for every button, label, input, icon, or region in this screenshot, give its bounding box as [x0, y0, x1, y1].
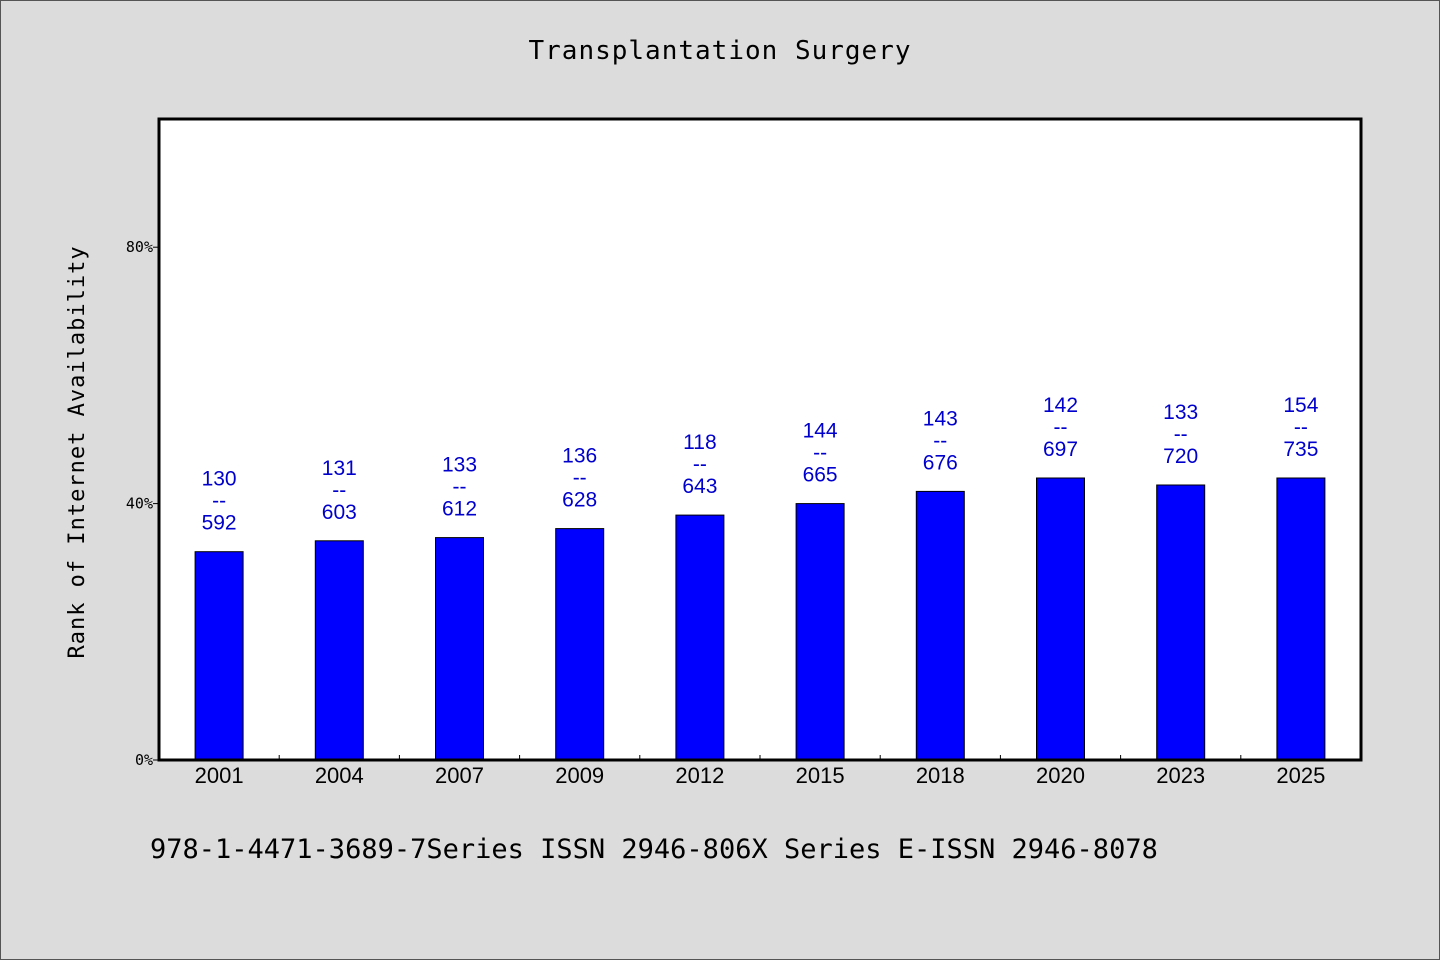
- y-axis-label: Rank of Internet Availability: [65, 245, 90, 658]
- x-tick-label-2007: 2007: [435, 763, 484, 788]
- footer-isbn-text: 978-1-4471-3689-7Series ISSN 2946-806X S…: [150, 834, 1158, 865]
- x-tick-label-2020: 2020: [1036, 763, 1085, 788]
- x-tick-label-2018: 2018: [916, 763, 965, 788]
- data-label-2001-top: 130: [202, 468, 237, 491]
- data-label-2025-bottom: 735: [1283, 438, 1318, 461]
- x-tick-label-2001: 2001: [195, 763, 244, 788]
- x-tick-label-2004: 2004: [315, 763, 364, 788]
- bar-2007: [435, 537, 484, 761]
- data-label-2023-bottom: 720: [1163, 445, 1198, 468]
- x-tick-label-2025: 2025: [1276, 763, 1325, 788]
- chart-title: Transplantation Surgery: [528, 36, 912, 66]
- data-label-2018-bottom: 676: [923, 451, 958, 474]
- data-labels-layer: 130--592131--603133--612136--628118--643…: [202, 394, 1319, 535]
- bar-2023: [1156, 484, 1206, 761]
- bar-2009: [555, 528, 605, 761]
- data-label-2018-sep: --: [933, 429, 947, 452]
- data-label-2004-sep: --: [332, 479, 346, 502]
- bar-2020: [1036, 477, 1085, 761]
- data-label-2020-bottom: 697: [1043, 438, 1078, 461]
- bars-layer: [194, 477, 1326, 761]
- data-label-2015-bottom: 665: [803, 464, 838, 487]
- bar-2015: [795, 503, 845, 761]
- data-label-2012-top: 118: [683, 431, 716, 454]
- bar-2012: [675, 514, 725, 761]
- data-label-2023-top: 133: [1163, 401, 1198, 424]
- data-label-2004-bottom: 603: [322, 501, 357, 524]
- data-label-2018-top: 143: [923, 407, 958, 430]
- data-label-2012-bottom: 643: [682, 475, 717, 498]
- bar-2025: [1276, 477, 1326, 761]
- y-tick-label: 40%: [126, 495, 153, 513]
- data-label-2007-top: 133: [442, 454, 477, 477]
- data-label-2007-bottom: 612: [442, 498, 477, 521]
- data-label-2012-sep: --: [693, 453, 707, 476]
- bar-2018: [915, 490, 965, 761]
- data-label-2023-sep: --: [1174, 423, 1188, 446]
- x-tick-label-2015: 2015: [796, 763, 845, 788]
- data-label-2020-sep: --: [1054, 416, 1068, 439]
- data-label-2025-sep: --: [1294, 416, 1308, 439]
- data-label-2007-sep: --: [453, 476, 467, 499]
- y-tick-label: 80%: [126, 238, 153, 256]
- data-label-2009-sep: --: [573, 467, 587, 490]
- bar-2004: [314, 540, 364, 761]
- y-tick-label: 0%: [135, 751, 153, 769]
- data-label-2025-top: 154: [1283, 394, 1318, 417]
- axes-layer: 2001 2004 2007 2009 2012 2015 2018 2020 2023 2025…: [126, 238, 1325, 788]
- data-label-2015-sep: --: [813, 442, 827, 465]
- data-label-2001-sep: --: [212, 490, 226, 513]
- plot-border: [157, 117, 1363, 762]
- data-label-2015-top: 144: [803, 420, 838, 443]
- data-label-2009-top: 136: [562, 445, 597, 468]
- data-label-2009-bottom: 628: [562, 489, 597, 512]
- data-label-2004-top: 131: [322, 457, 357, 480]
- x-tick-label-2009: 2009: [555, 763, 604, 788]
- data-label-2020-top: 142: [1043, 394, 1078, 417]
- x-tick-label-2023: 2023: [1156, 763, 1205, 788]
- bar-2001: [194, 551, 244, 761]
- x-tick-label-2012: 2012: [675, 763, 724, 788]
- data-label-2001-bottom: 592: [202, 512, 237, 535]
